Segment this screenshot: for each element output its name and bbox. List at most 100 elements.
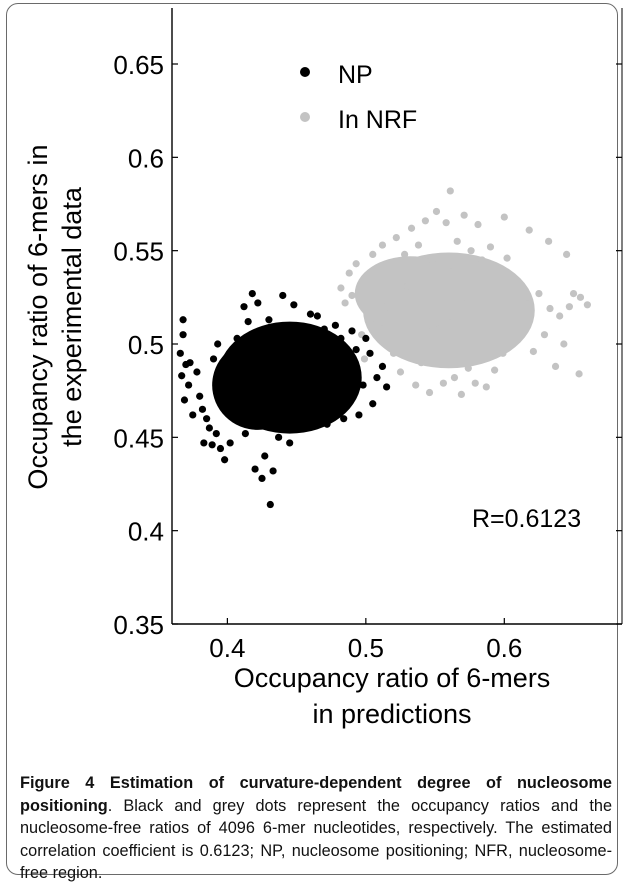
x-tick-label: 0.5 xyxy=(348,633,384,663)
nrf-point xyxy=(486,243,495,251)
np-point xyxy=(179,316,187,324)
nrf-point xyxy=(407,224,416,232)
nrf-point xyxy=(563,250,571,258)
y-tick-label: 0.55 xyxy=(113,237,164,267)
nrf-point xyxy=(575,370,583,378)
nrf-point xyxy=(576,293,585,301)
np-point xyxy=(176,349,184,357)
nrf-point xyxy=(478,256,486,264)
x-tick-label: 0.6 xyxy=(486,633,522,663)
np-point xyxy=(362,334,370,342)
np-point xyxy=(196,392,204,400)
np-point xyxy=(286,439,294,447)
nrf-point xyxy=(495,265,503,273)
np-point xyxy=(313,312,321,320)
scatter-chart: 0.35 0.4 0.45 0.5 0.55 0.6 0.65 0.4 0.5 0.6 NP In… xyxy=(23,8,623,729)
np-point xyxy=(212,430,220,438)
np-point xyxy=(366,349,374,357)
np-point xyxy=(214,340,222,348)
np-point xyxy=(331,321,339,329)
nrf-point xyxy=(392,234,400,242)
np-point xyxy=(258,474,266,482)
nrf-cloud-upper xyxy=(354,256,466,331)
nrf-point xyxy=(471,379,479,387)
nrf-point xyxy=(403,282,411,290)
y-tick-label: 0.4 xyxy=(128,517,164,547)
nrf-point xyxy=(352,260,360,268)
np-point xyxy=(234,381,243,389)
np-point xyxy=(329,400,337,408)
np-point xyxy=(373,374,381,382)
np-point xyxy=(359,381,367,389)
nrf-point xyxy=(482,383,490,391)
np-point xyxy=(352,346,360,354)
np-point xyxy=(266,500,274,509)
nrf-point xyxy=(491,366,499,374)
np-point xyxy=(209,355,218,363)
nrf-point xyxy=(428,256,436,264)
nrf-point xyxy=(337,284,345,292)
np-point xyxy=(337,334,345,342)
nrf-point xyxy=(417,359,425,367)
np-point xyxy=(186,359,194,367)
nrf-point xyxy=(453,237,461,245)
nrf-point xyxy=(518,321,526,329)
caption-label: Figure 4 xyxy=(20,774,95,792)
y-axis-label-line: the experimental data xyxy=(57,186,87,447)
nrf-point xyxy=(383,303,391,311)
np-point xyxy=(320,325,328,333)
nrf-point xyxy=(467,247,475,255)
y-tick-label: 0.5 xyxy=(128,330,164,360)
nrf-point xyxy=(464,364,472,372)
x-axis-label-line: in predictions xyxy=(312,699,471,729)
np-point xyxy=(345,396,353,404)
nrf-point xyxy=(378,241,387,249)
np-point xyxy=(254,299,262,307)
nrf-point xyxy=(421,217,429,225)
np-point xyxy=(208,441,216,449)
nrf-point xyxy=(446,187,454,195)
legend-nrf-label: In NRF xyxy=(338,106,417,134)
np-point xyxy=(315,409,323,417)
x-tick-label: 0.4 xyxy=(209,633,245,663)
nrf-point xyxy=(529,347,537,356)
y-tick-label: 0.35 xyxy=(113,610,164,640)
np-point xyxy=(251,465,259,473)
np-cloud-left xyxy=(212,340,304,430)
nrf-point xyxy=(360,355,369,363)
nrf-point xyxy=(500,213,508,221)
nrf-point xyxy=(460,211,468,219)
np-point xyxy=(240,303,248,311)
nrf-point xyxy=(348,291,356,300)
nrf-point xyxy=(474,220,482,229)
nrf-point xyxy=(425,388,434,397)
np-point xyxy=(369,400,377,408)
figure-frame xyxy=(6,3,618,875)
np-point xyxy=(275,433,283,441)
caption-title: Estimation of curvature-dependent degree… xyxy=(20,774,612,815)
nrf-point xyxy=(437,340,445,348)
np-point xyxy=(178,372,186,380)
nrf-point xyxy=(525,226,533,234)
data-points xyxy=(176,187,591,509)
nrf-point xyxy=(341,299,349,307)
nrf-point xyxy=(583,301,591,309)
point-clouds xyxy=(212,252,535,434)
legend-np-label: NP xyxy=(338,61,373,89)
np-point xyxy=(203,415,211,423)
np-point xyxy=(279,291,287,300)
nrf-point xyxy=(365,316,373,324)
nrf-point xyxy=(345,269,353,277)
nrf-point xyxy=(442,219,450,227)
np-point xyxy=(323,420,331,428)
nrf-point xyxy=(569,290,578,298)
np-point xyxy=(226,439,234,447)
np-point xyxy=(290,301,298,309)
np-point xyxy=(189,411,197,419)
np-point xyxy=(355,411,363,419)
np-point xyxy=(230,415,238,423)
np-point xyxy=(219,396,227,404)
nrf-point xyxy=(439,379,447,387)
nrf-point xyxy=(369,250,377,258)
np-point xyxy=(198,405,207,413)
